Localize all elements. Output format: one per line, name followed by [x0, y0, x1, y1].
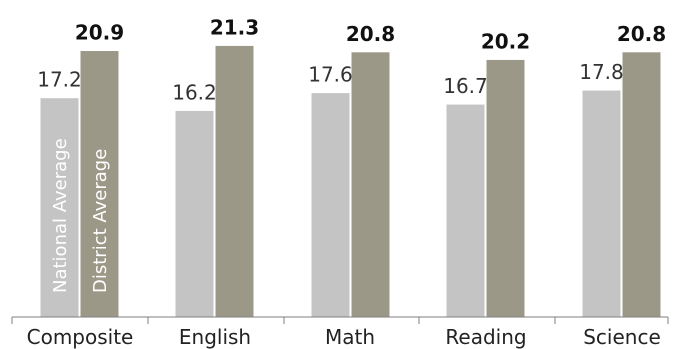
- category-label-composite: Composite: [27, 325, 134, 349]
- bar-national-science: [581, 89, 622, 318]
- bar-district-composite: [79, 50, 120, 318]
- bar-national-english: [174, 109, 215, 318]
- data-label-national-english: 16.2: [172, 80, 217, 104]
- bar-district-science: [621, 51, 662, 318]
- legend-district-average: District Average: [90, 149, 111, 293]
- x-axis: Composite English Math Reading Science: [11, 316, 669, 349]
- data-label-national-science: 17.8: [579, 60, 624, 84]
- category-label-reading: Reading: [445, 325, 526, 349]
- data-label-national-reading: 16.7: [443, 74, 488, 98]
- data-label-district-science: 20.8: [617, 22, 666, 46]
- bars-group: [39, 44, 662, 318]
- data-label-district-math: 20.8: [346, 22, 395, 46]
- bar-national-composite: [39, 97, 80, 318]
- data-label-national-math: 17.6: [308, 63, 353, 87]
- data-label-national-composite: 17.2: [37, 68, 82, 92]
- data-labels-group: 17.2 20.9 16.2 21.3 17.6 20.8 16.7 20.2 17.8 20.8: [37, 15, 666, 104]
- bar-national-reading: [445, 103, 486, 318]
- bar-district-math: [350, 51, 391, 318]
- data-label-district-reading: 20.2: [481, 29, 530, 53]
- data-label-district-english: 21.3: [210, 15, 259, 39]
- bar-national-math: [310, 92, 351, 318]
- category-label-english: English: [179, 325, 251, 349]
- legend-national-average: National Average: [50, 138, 71, 293]
- bar-district-english: [214, 44, 255, 318]
- bar-district-reading: [485, 58, 526, 318]
- category-label-science: Science: [583, 325, 661, 349]
- in-bar-legend: National Average District Average: [50, 138, 111, 293]
- data-label-district-composite: 20.9: [75, 21, 124, 45]
- category-label-math: Math: [325, 325, 375, 349]
